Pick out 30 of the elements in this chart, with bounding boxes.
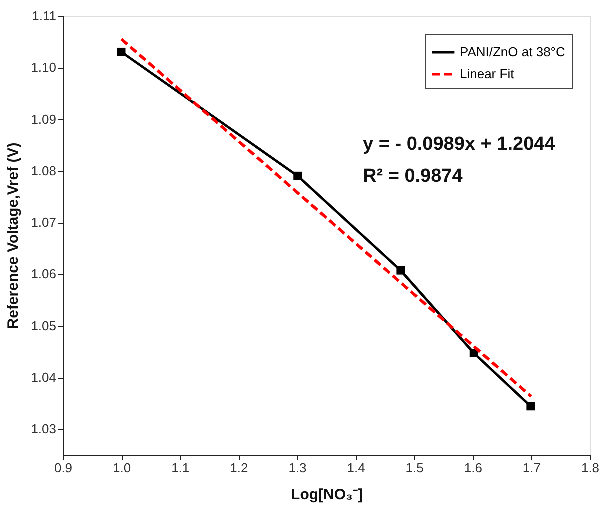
point <box>117 48 126 56</box>
y-tick-label: 1.10 <box>31 60 56 76</box>
x-tick-label: 1.5 <box>406 460 424 476</box>
x-axis-title: Log[NO₃⁻] <box>291 486 363 504</box>
y-tick-label: 1.07 <box>31 215 56 230</box>
y-tick-label: 1.08 <box>31 163 56 178</box>
y-axis-title: Reference Voltage,Vref (V) <box>5 142 22 330</box>
x-tick-label: 1.4 <box>347 460 366 476</box>
point <box>526 402 536 411</box>
x-tick-label: 1.3 <box>288 460 307 476</box>
y-tick-label: 1.03 <box>31 422 56 437</box>
point <box>396 266 406 275</box>
x-tick-label: 1.7 <box>522 460 541 476</box>
y-tick-label: 1.04 <box>31 370 56 386</box>
y-tick-label: 1.09 <box>31 112 56 127</box>
y-tick-label: 1.11 <box>32 8 56 24</box>
x-tick-label: 1.8 <box>581 460 600 476</box>
x-tick-label: 1.6 <box>464 460 482 476</box>
legend-label: Linear Fit <box>460 66 515 82</box>
x-tick-label: 1.2 <box>230 460 248 476</box>
x-tick-label: 1.0 <box>113 460 132 476</box>
y-tick-label: 1.06 <box>31 266 56 282</box>
x-tick-label: 0.9 <box>54 460 73 476</box>
point <box>470 349 478 358</box>
point <box>294 172 302 180</box>
x-tick-label: 1.1 <box>172 460 190 476</box>
annotation: y = - 0.0989x + 1.2044 <box>363 134 556 155</box>
annotation: R² = 0.9874 <box>363 166 464 187</box>
y-tick-label: 1.05 <box>31 318 56 334</box>
legend-label: PANI/ZnO at 38°C <box>460 44 566 60</box>
